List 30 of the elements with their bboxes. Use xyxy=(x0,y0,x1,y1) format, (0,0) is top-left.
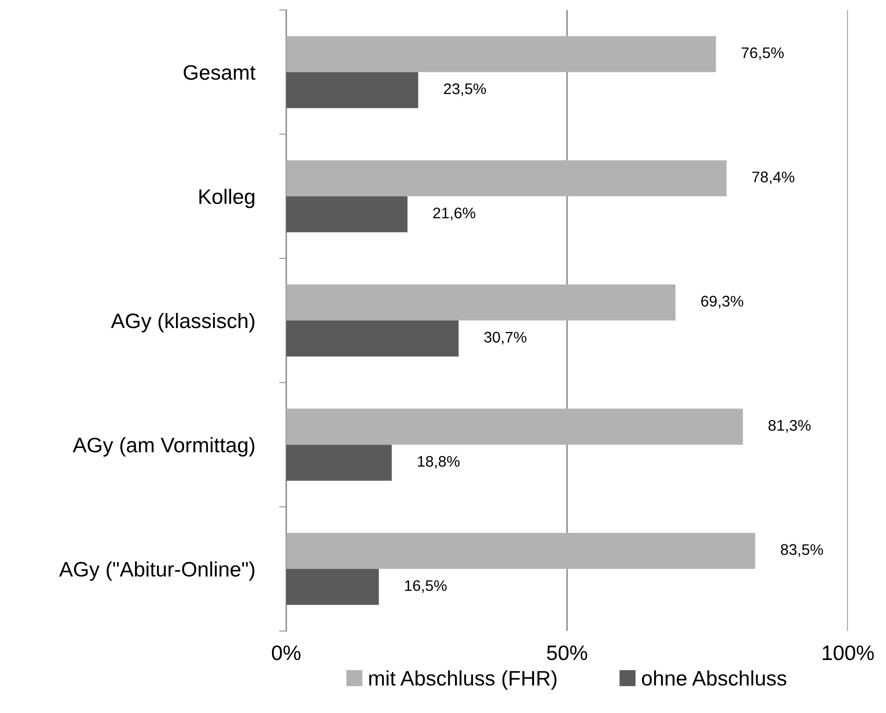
data-label: 83,5% xyxy=(780,544,823,557)
data-label: 78,4% xyxy=(752,172,794,184)
bar xyxy=(286,408,743,445)
x-tick-label: 50% xyxy=(547,645,588,660)
data-label: 69,3% xyxy=(701,296,744,308)
bar xyxy=(286,284,676,320)
bar xyxy=(286,320,459,357)
bar xyxy=(286,160,727,196)
x-tick-label: 0% xyxy=(272,645,300,660)
y-tick-label: Kolleg xyxy=(199,188,254,208)
data-label: 16,5% xyxy=(405,580,447,593)
data-label: 23,5% xyxy=(444,83,486,96)
data-label: 30,7% xyxy=(484,332,526,344)
bar xyxy=(286,444,392,481)
legend-label: mit Abschluss (FHR) xyxy=(369,670,556,690)
y-tick-label: AGy ("Abitur-Online") xyxy=(59,561,254,581)
bar xyxy=(286,532,756,569)
y-tick-label: Gesamt xyxy=(184,65,256,80)
bar xyxy=(286,36,716,72)
x-tick-label: 100% xyxy=(822,645,874,660)
data-label: 81,3% xyxy=(768,420,811,433)
bar xyxy=(286,196,408,232)
bar xyxy=(286,568,379,605)
legend-label: ohne Abschluss xyxy=(642,670,786,686)
data-label: 18,8% xyxy=(418,456,460,469)
data-label: 76,5% xyxy=(742,47,784,60)
y-tick-label: AGy (am Vormittag) xyxy=(72,437,254,457)
data-label: 21,6% xyxy=(433,208,476,220)
bar xyxy=(286,72,418,108)
y-tick-label: AGy (klassisch) xyxy=(110,312,254,332)
